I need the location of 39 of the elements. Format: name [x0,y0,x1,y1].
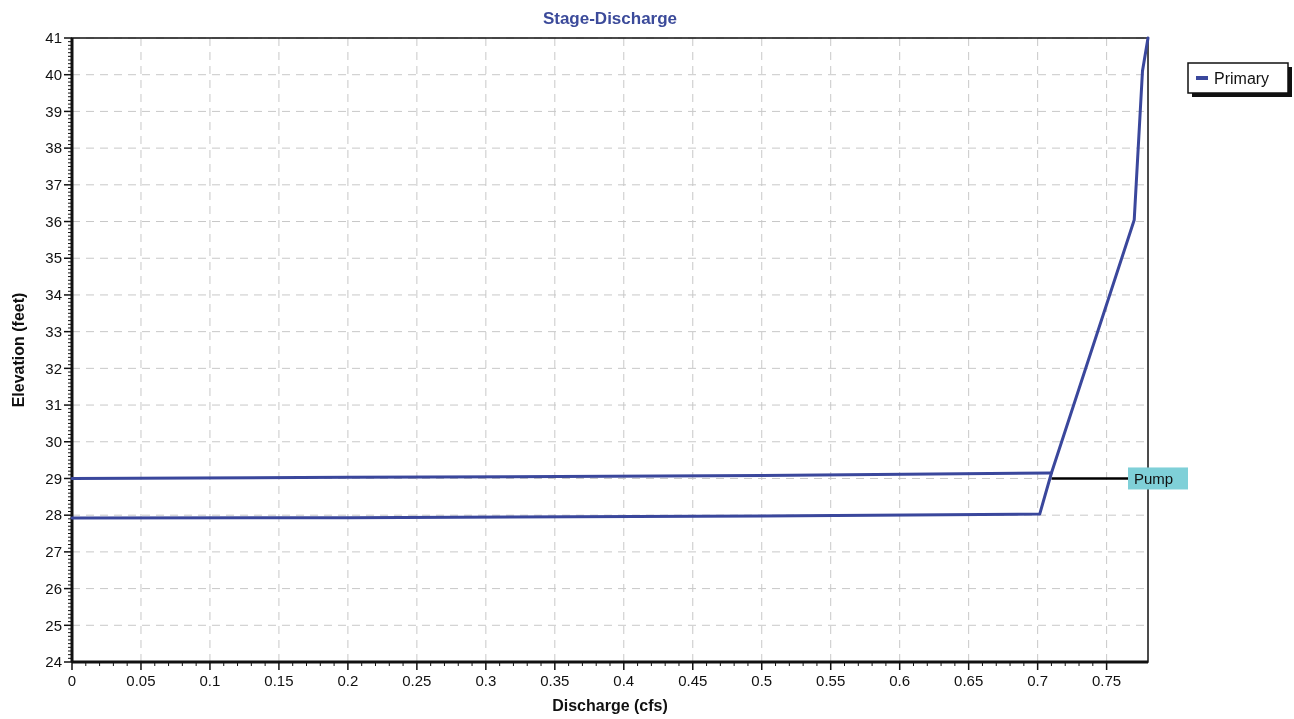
y-tick-label: 26 [45,579,62,597]
x-tick-label: 0.65 [954,672,984,689]
y-tick-label: 31 [45,396,62,414]
y-tick-label: 38 [45,139,62,157]
x-tick-label: 0.35 [540,672,570,689]
y-tick-label: 27 [45,543,62,561]
y-tick-label: 40 [45,65,62,83]
x-tick-label: 0.4 [613,672,635,689]
y-tick-label: 28 [45,506,62,524]
x-tick-label: 0.6 [889,672,911,689]
y-tick-label: 34 [45,286,62,304]
y-tick-label: 24 [45,653,62,671]
y-tick-label: 32 [45,359,62,377]
y-tick-label: 36 [45,212,62,230]
x-tick-label: 0 [67,672,77,689]
y-tick-label: 37 [45,176,62,194]
y-tick-label: 35 [45,249,62,267]
x-tick-label: 0.25 [402,672,432,689]
y-tick-label: 33 [45,322,62,340]
y-tick-label: 29 [45,469,62,487]
x-tick-label: 0.3 [475,672,497,689]
y-tick-label: 41 [45,29,62,47]
x-tick-label: 0.1 [199,672,221,689]
x-tick-label: 0.45 [678,672,708,689]
y-tick-label: 25 [45,616,62,634]
x-tick-label: 0.5 [751,672,773,689]
x-tick-label: 0.7 [1027,672,1049,689]
x-tick-label: 0.75 [1092,672,1122,689]
x-tick-label: 0.15 [264,672,294,689]
ref-line-label: Pump [1134,469,1174,487]
x-axis-title: Discharge (cfs) [552,697,668,714]
y-axis-title: Elevation (feet) [10,292,27,408]
x-tick-label: 0.55 [816,672,846,689]
y-tick-label: 30 [45,433,62,451]
x-tick-label: 0.2 [337,672,359,689]
legend-label: Primary [1214,69,1270,87]
x-tick-label: 0.05 [126,672,156,689]
chart-title: Stage-Discharge [542,9,678,28]
y-tick-label: 39 [45,102,62,120]
